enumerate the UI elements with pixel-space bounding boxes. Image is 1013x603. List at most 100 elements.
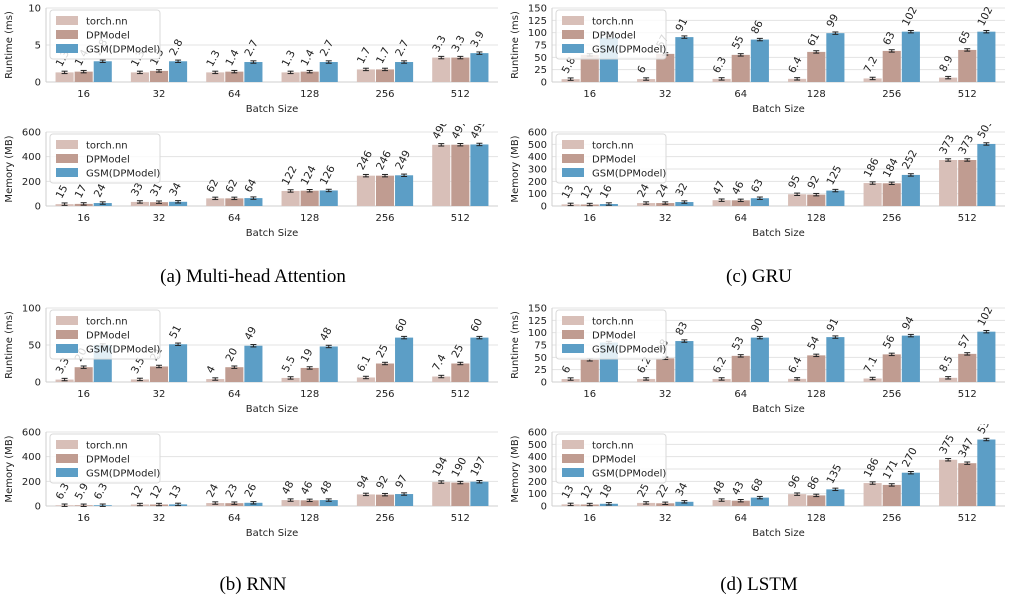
legend-swatch-dp [562, 330, 584, 339]
data-label: 8.9 [937, 54, 955, 74]
bar-torch [281, 72, 300, 82]
data-label: 99 [824, 12, 841, 29]
y-axis-label: Memory (MB) [4, 135, 15, 202]
x-tick-label: 16 [77, 89, 90, 100]
data-label: 25 [449, 342, 466, 359]
x-axis-label: Batch Size [752, 104, 804, 115]
y-tick-label: 600 [22, 128, 41, 139]
bar-dp [375, 69, 395, 82]
bar-gsm [395, 62, 414, 82]
data-label: 252 [900, 148, 920, 171]
legend-swatch-gsm [562, 168, 584, 177]
y-tick-label: 0 [35, 78, 41, 89]
bar-dp [225, 71, 244, 82]
x-tick-label: 128 [807, 389, 826, 400]
bar-torch [356, 494, 375, 506]
legend-swatch-torch [562, 440, 584, 449]
data-label: 65 [956, 29, 973, 46]
y-axis-label: Runtime (ms) [510, 11, 521, 79]
y-tick-label: 75 [534, 341, 547, 352]
data-label: 26 [242, 481, 259, 499]
legend-label: GSM(DPModel) [592, 45, 666, 56]
x-tick-label: 128 [807, 89, 826, 100]
x-tick-label: 64 [734, 213, 747, 224]
y-tick-label: 600 [22, 428, 41, 439]
bar-gsm [675, 37, 694, 82]
data-label: 51 [167, 323, 184, 340]
bar-gsm [395, 175, 414, 206]
bar-gsm [750, 198, 769, 206]
bar-dp [731, 200, 750, 206]
bar-torch [432, 482, 451, 506]
data-label: 57 [956, 333, 973, 350]
caption-c: (c) GRU [726, 266, 792, 287]
bar-torch [432, 144, 451, 206]
legend-label: torch.nn [592, 441, 634, 452]
x-tick-label: 16 [77, 389, 90, 400]
bar-dp [731, 355, 750, 382]
legend-swatch-gsm [56, 44, 78, 53]
bar-gsm [470, 337, 489, 382]
data-label: 55 [730, 34, 747, 51]
data-label: 2.7 [242, 38, 260, 58]
data-label: 194 [430, 455, 450, 479]
x-tick-label: 16 [583, 213, 596, 224]
data-label: 20 [223, 346, 240, 363]
data-label: 1.3 [280, 48, 298, 68]
bar-gsm [319, 190, 338, 206]
bar-gsm [826, 190, 845, 206]
legend-label: torch.nn [592, 317, 634, 328]
data-label: 12 [579, 183, 596, 200]
bar-gsm [977, 143, 996, 206]
data-label: 32 [673, 181, 690, 198]
bar-torch [281, 190, 300, 206]
legend-label: DPModel [592, 31, 636, 42]
bar-dp [958, 353, 977, 382]
data-label: 2.7 [393, 38, 411, 58]
bar-torch [863, 483, 882, 506]
x-tick-label: 256 [882, 513, 901, 524]
data-label: 22 [654, 482, 671, 499]
legend-swatch-torch [56, 140, 78, 149]
caption-a: (a) Multi-head Attention [160, 266, 346, 287]
x-tick-label: 16 [77, 213, 90, 224]
data-label: 43 [730, 480, 747, 497]
data-label: 497 [449, 124, 469, 141]
y-tick-label: 200 [22, 177, 41, 188]
x-tick-label: 32 [153, 389, 166, 400]
x-axis-label: Batch Size [246, 528, 298, 539]
legend-swatch-gsm [56, 168, 78, 177]
x-tick-label: 256 [882, 213, 901, 224]
data-label: 48 [711, 479, 728, 496]
bar-gsm [675, 341, 694, 382]
bar-dp [882, 354, 901, 382]
y-tick-label: 100 [22, 304, 41, 315]
bar-gsm [826, 489, 845, 506]
bar-gsm [750, 497, 769, 506]
y-tick-label: 600 [528, 428, 547, 439]
x-tick-label: 64 [228, 513, 241, 524]
x-tick-label: 16 [77, 513, 90, 524]
data-label: 1.4 [299, 47, 318, 68]
bar-torch [432, 57, 451, 82]
data-label: 60 [468, 317, 485, 334]
data-label: 48 [280, 479, 297, 496]
x-tick-label: 512 [451, 513, 470, 524]
data-label: 83 [673, 320, 690, 337]
y-tick-label: 50 [534, 53, 547, 64]
legend-label: DPModel [86, 331, 130, 342]
y-tick-label: 0 [541, 202, 547, 213]
x-tick-label: 16 [583, 513, 596, 524]
data-label: 68 [749, 477, 766, 494]
data-label: 6 [635, 64, 649, 76]
bar-dp [882, 50, 901, 82]
data-label: 3.9 [468, 29, 486, 49]
bar-dp [580, 54, 599, 82]
y-tick-label: 25 [534, 65, 547, 76]
caption-d: (d) LSTM [720, 574, 798, 595]
data-label: 3.3 [449, 34, 467, 54]
bar-dp [958, 49, 977, 82]
bar-dp [958, 159, 977, 206]
data-label: 62 [204, 177, 221, 194]
legend-label: DPModel [86, 455, 130, 466]
